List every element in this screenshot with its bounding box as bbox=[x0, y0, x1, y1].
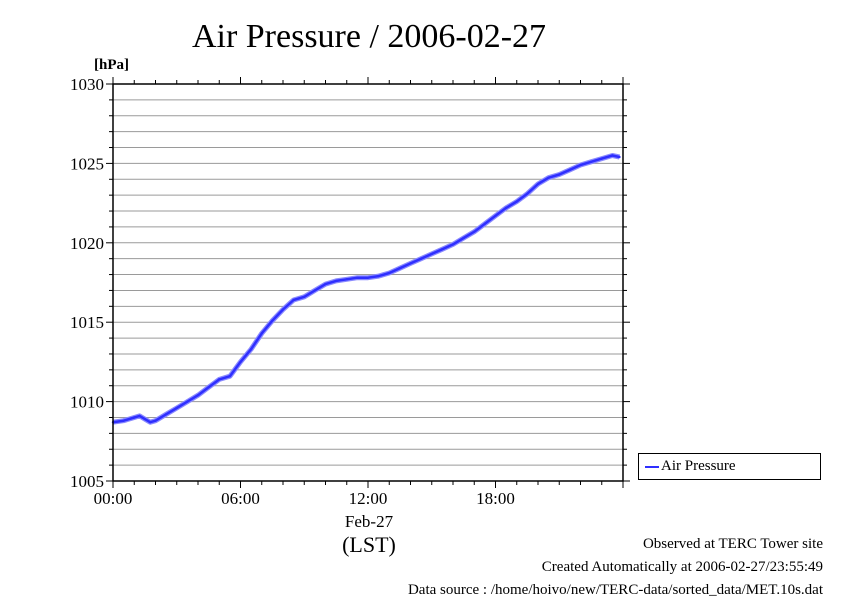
y-tick-label: 1005 bbox=[70, 472, 104, 491]
series-point bbox=[228, 374, 232, 378]
legend: Air Pressure bbox=[638, 453, 821, 480]
series-point bbox=[356, 276, 359, 279]
series-point bbox=[419, 257, 423, 260]
series-layer bbox=[111, 153, 621, 425]
x-axis-ticks: 00:00 06:00 12:00 18:00 bbox=[94, 77, 624, 508]
x-tick-label: 00:00 bbox=[94, 489, 133, 508]
grid-lines bbox=[113, 99, 623, 466]
series-point bbox=[324, 282, 327, 286]
series-point bbox=[148, 421, 152, 424]
x-axis-date-label: Feb-27 bbox=[345, 512, 394, 531]
legend-series-label: Air Pressure bbox=[661, 458, 736, 474]
series-point bbox=[611, 154, 614, 157]
series-point bbox=[154, 419, 157, 422]
x-tick-label: 18:00 bbox=[476, 489, 515, 508]
series-point bbox=[313, 289, 317, 292]
series-point bbox=[483, 222, 487, 225]
series-point bbox=[239, 360, 242, 364]
series-point bbox=[589, 160, 593, 164]
y-tick-label: 1025 bbox=[70, 154, 104, 173]
y-axis-unit-label: [hPa] bbox=[94, 57, 129, 73]
series-point bbox=[547, 176, 550, 179]
series-point bbox=[536, 182, 540, 186]
legend-series-swatch bbox=[645, 466, 659, 468]
series-point bbox=[398, 267, 402, 270]
observed-site-note: Observed at TERC Tower site bbox=[642, 536, 823, 552]
x-axis-label: (LST) bbox=[342, 532, 396, 557]
series-point bbox=[494, 214, 497, 218]
series-point bbox=[164, 413, 168, 416]
data-source-note: Data source : /home/hoivo/new/TERC-data/… bbox=[407, 582, 823, 598]
y-tick-label: 1015 bbox=[70, 313, 104, 332]
series-point bbox=[462, 236, 465, 240]
series-point bbox=[504, 206, 508, 210]
series-point bbox=[143, 417, 147, 421]
series-point bbox=[292, 298, 295, 302]
series-point bbox=[260, 332, 263, 335]
series-point bbox=[430, 252, 433, 256]
series-point bbox=[579, 163, 582, 167]
created-timestamp-note: Created Automatically at 2006-02-27/23:5… bbox=[541, 559, 823, 575]
series-point bbox=[122, 419, 125, 422]
series-point bbox=[409, 262, 412, 265]
x-tick-label: 12:00 bbox=[349, 489, 388, 508]
y-tick-label: 1020 bbox=[70, 234, 104, 253]
series-point bbox=[388, 271, 391, 275]
series-point bbox=[600, 157, 603, 160]
plot-frame bbox=[112, 83, 624, 482]
series-point bbox=[377, 274, 380, 278]
series-point bbox=[175, 406, 178, 410]
series-point bbox=[207, 386, 210, 389]
chart-title: Air Pressure / 2006-02-27 bbox=[192, 18, 546, 55]
series-point bbox=[303, 295, 306, 298]
series-point bbox=[281, 308, 285, 311]
y-tick-label: 1010 bbox=[70, 393, 104, 412]
series-point bbox=[526, 192, 529, 195]
x-tick-label: 06:00 bbox=[221, 489, 260, 508]
series-point bbox=[345, 278, 348, 281]
series-point bbox=[334, 279, 338, 283]
series-point bbox=[473, 230, 476, 233]
series-point bbox=[133, 416, 136, 419]
series-point bbox=[618, 155, 621, 159]
series-point bbox=[441, 247, 444, 251]
series-point bbox=[196, 394, 200, 397]
series-point bbox=[451, 243, 455, 246]
y-tick-label: 1030 bbox=[70, 75, 104, 94]
y-axis-ticks: 1005 1010 1015 1020 1025 1030 bbox=[70, 75, 630, 491]
series-point bbox=[568, 168, 572, 171]
series-point bbox=[515, 200, 518, 203]
series-point bbox=[366, 276, 370, 279]
series-point bbox=[271, 319, 274, 322]
series-point bbox=[249, 347, 253, 351]
series-point bbox=[218, 378, 221, 381]
series-point bbox=[138, 414, 141, 418]
series-point bbox=[558, 173, 561, 176]
series-point bbox=[186, 400, 189, 403]
